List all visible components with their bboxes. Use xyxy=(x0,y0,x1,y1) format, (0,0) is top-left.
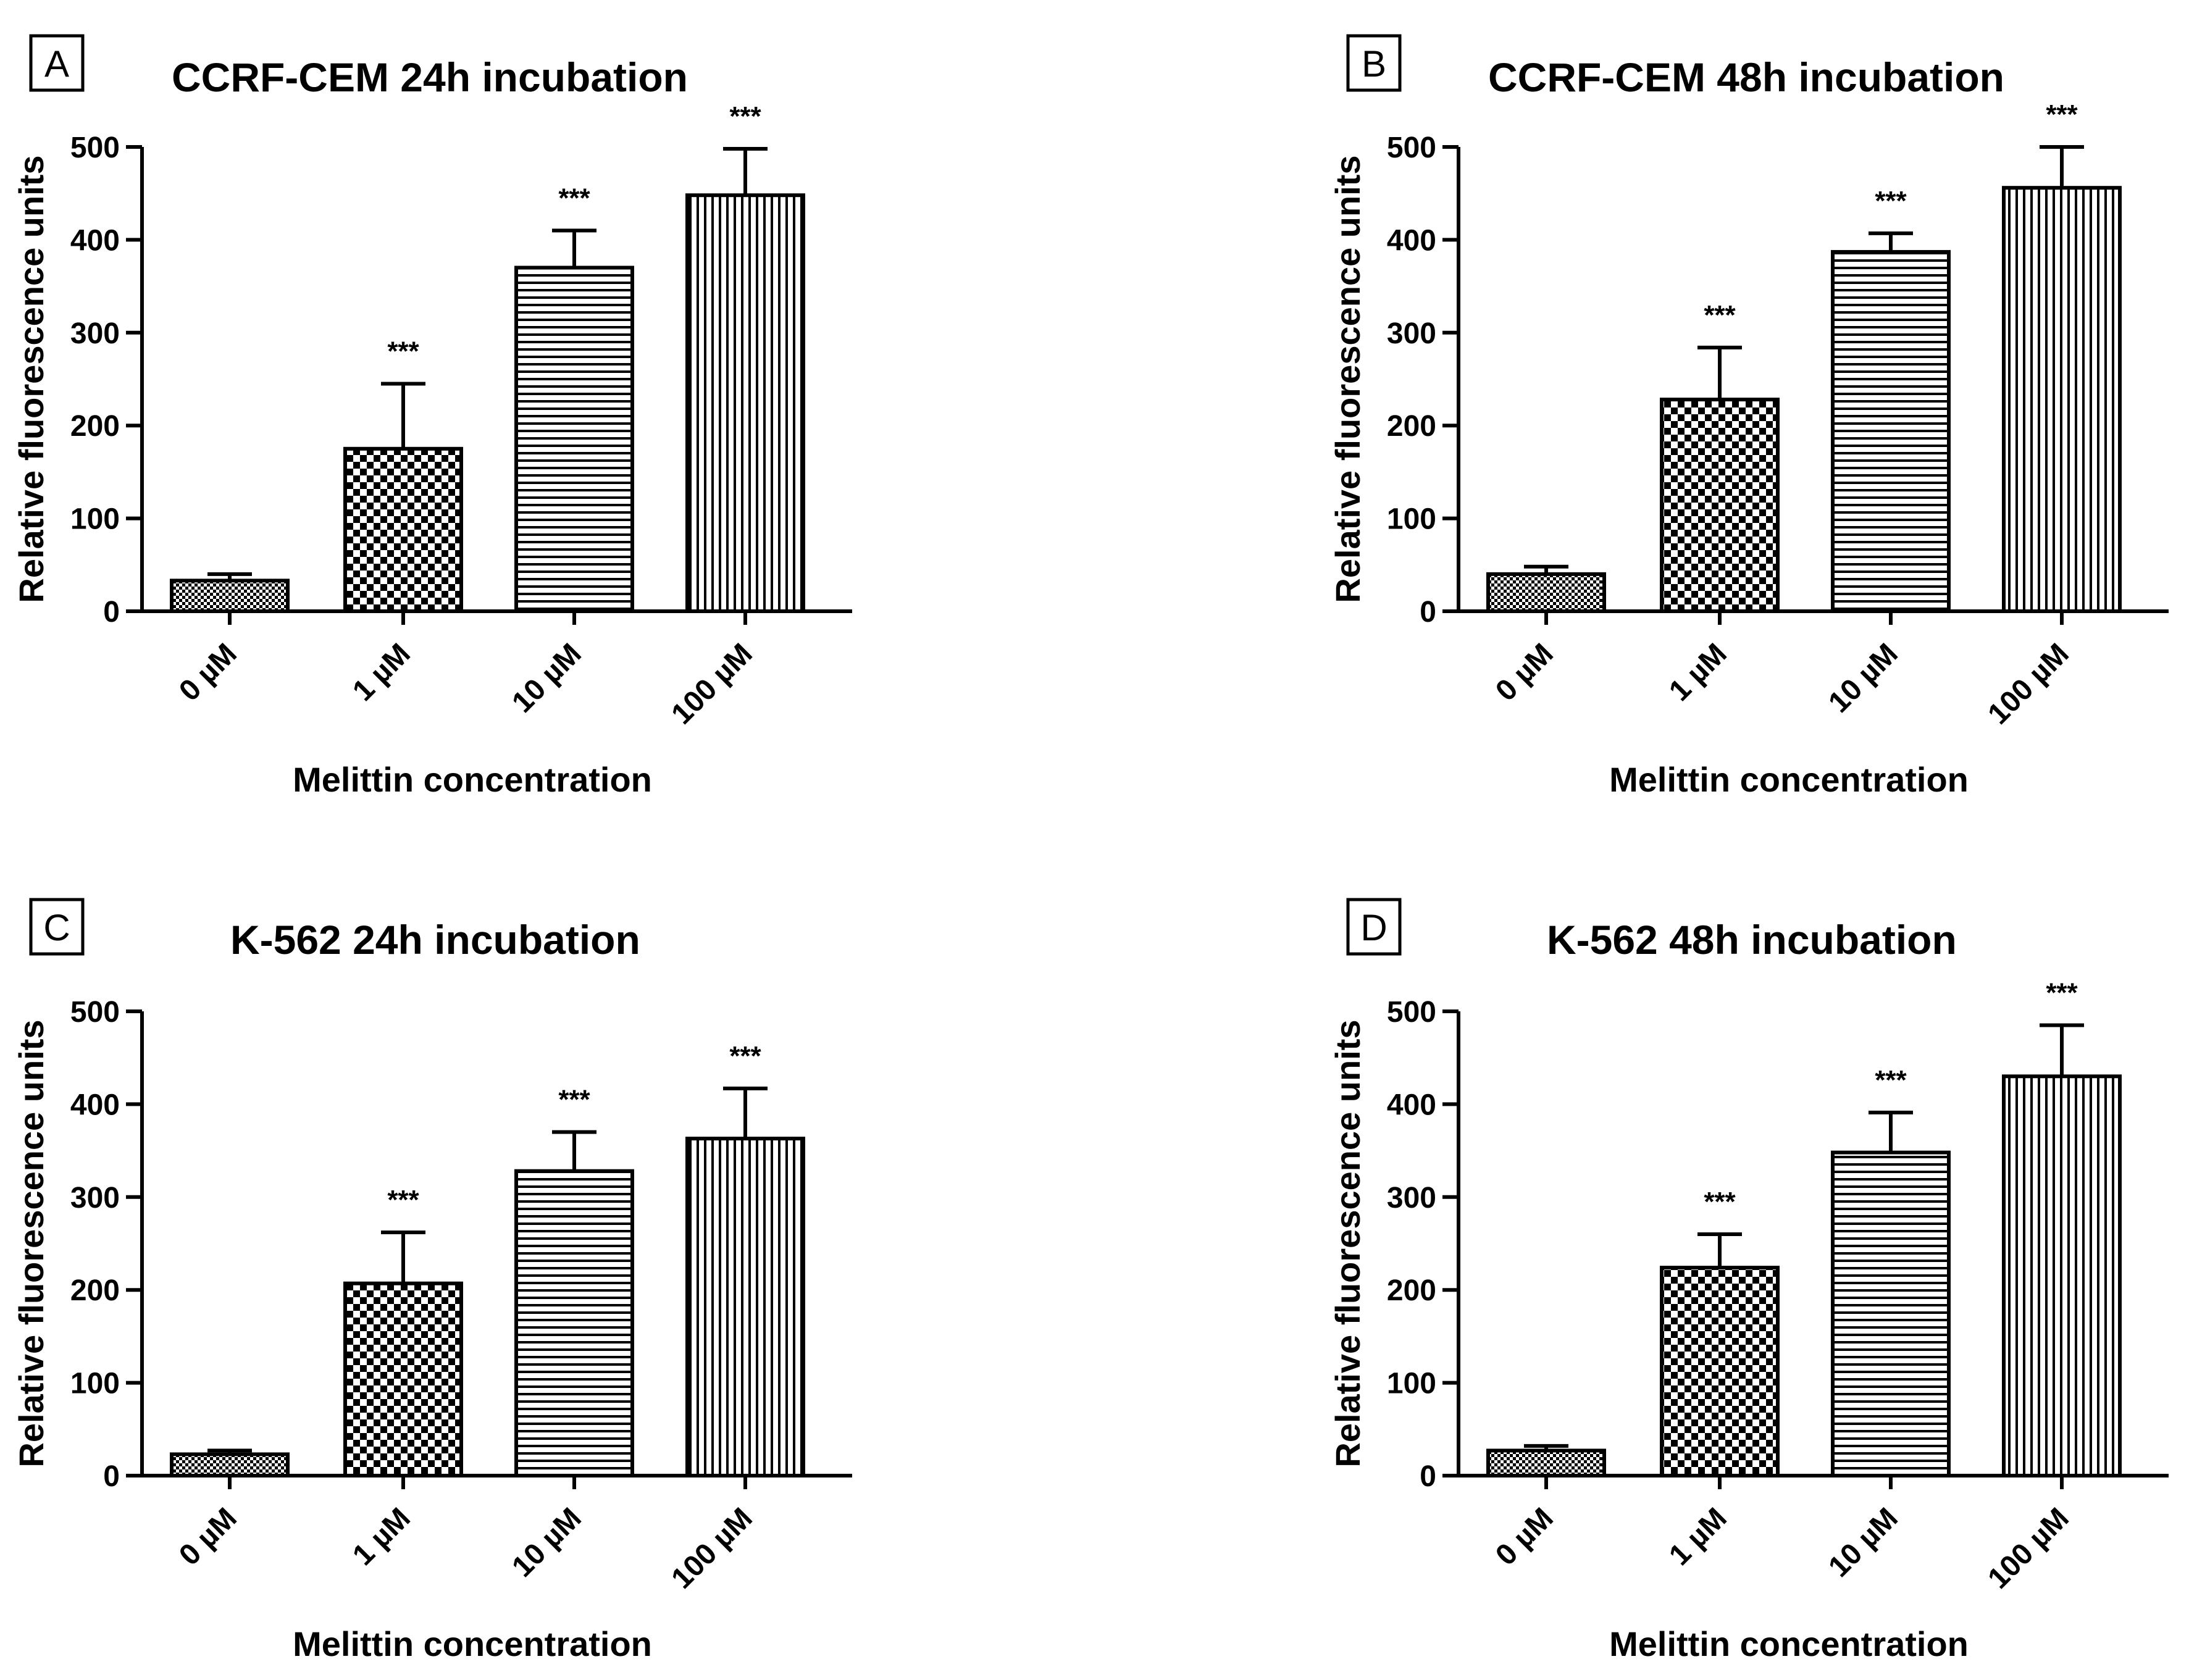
bar xyxy=(685,1137,805,1477)
y-tick-label: 0 xyxy=(103,596,120,629)
panel-letter: D xyxy=(1360,907,1387,948)
x-tick-label: 1 µM xyxy=(1663,637,1733,708)
panel-letter: B xyxy=(1362,43,1386,85)
significance-label: *** xyxy=(729,101,761,132)
y-axis-title: Relative fluorescence units xyxy=(1328,1019,1367,1467)
y-tick-label: 200 xyxy=(1387,410,1436,443)
significance-label: *** xyxy=(1875,1065,1907,1095)
chart-title: CCRF-CEM 48h incubation xyxy=(1488,54,2004,100)
chart-title: K-562 24h incubation xyxy=(230,917,640,963)
panel-letter-box xyxy=(1346,34,1402,92)
y-tick-label: 300 xyxy=(1387,1182,1436,1214)
y-tick-label: 400 xyxy=(70,1089,120,1121)
y-tick-label: 300 xyxy=(1387,317,1436,350)
x-tick-label: 100 µM xyxy=(1982,1502,2075,1595)
y-tick-label: 200 xyxy=(70,410,120,443)
x-tick-label: 1 µM xyxy=(1663,1502,1733,1572)
bar xyxy=(2002,1074,2122,1477)
chart-panel-d: D K-562 48h incubation 0 100 200 300 400 500 Rel… xyxy=(1328,898,2169,1663)
panel-letter-box xyxy=(29,34,85,92)
x-tick-label: 100 µM xyxy=(665,1502,758,1595)
chart-panel-b: B CCRF-CEM 48h incubation 0 100 200 300 400 500… xyxy=(1328,34,2169,799)
panel-letter-box xyxy=(1346,898,1402,956)
bar xyxy=(1831,1150,1951,1478)
bar xyxy=(1486,1448,1606,1478)
panel-letter: C xyxy=(43,907,70,948)
y-tick-label: 200 xyxy=(1387,1274,1436,1307)
y-tick-label: 500 xyxy=(70,996,120,1029)
y-tick-label: 200 xyxy=(70,1274,120,1307)
y-tick-label: 0 xyxy=(1420,596,1436,629)
bar xyxy=(170,1452,290,1477)
bar xyxy=(514,265,634,613)
y-tick-label: 100 xyxy=(70,1368,120,1400)
chart-panel-c: C K-562 24h incubation 0 100 200 300 400 500 Rel… xyxy=(12,898,852,1663)
bar xyxy=(2002,186,2122,613)
y-tick-label: 0 xyxy=(103,1460,120,1493)
bar xyxy=(343,1281,463,1478)
x-axis-title: Melittin concentration xyxy=(1609,760,1969,799)
y-tick-label: 500 xyxy=(1387,132,1436,164)
y-tick-label: 400 xyxy=(1387,224,1436,257)
chart-title: CCRF-CEM 24h incubation xyxy=(172,54,688,100)
panel-letter-box xyxy=(29,898,85,956)
significance-label: *** xyxy=(558,1085,590,1115)
x-tick-label: 1 µM xyxy=(346,1502,417,1572)
significance-label: *** xyxy=(2046,99,2078,130)
x-tick-label: 10 µM xyxy=(1822,1502,1904,1583)
significance-label: *** xyxy=(387,336,419,367)
x-tick-label: 0 µM xyxy=(1489,1502,1560,1572)
y-tick-label: 0 xyxy=(1420,1460,1436,1493)
y-axis-title: Relative fluorescence units xyxy=(12,1019,51,1467)
x-axis-title: Melittin concentration xyxy=(293,760,652,799)
y-tick-label: 100 xyxy=(70,503,120,536)
significance-label: *** xyxy=(558,183,590,213)
x-tick-label: 10 µM xyxy=(506,1502,587,1583)
bar xyxy=(685,193,805,613)
y-tick-label: 400 xyxy=(70,224,120,257)
significance-label: *** xyxy=(1704,300,1736,330)
x-tick-label: 0 µM xyxy=(173,637,243,708)
bar xyxy=(1486,572,1606,614)
x-tick-label: 10 µM xyxy=(1822,637,1904,719)
chart-panel-a: A CCRF-CEM 24h incubation 0 100 200 300 400 500… xyxy=(12,34,852,799)
y-tick-label: 500 xyxy=(70,132,120,164)
significance-label: *** xyxy=(1875,186,1907,216)
bar xyxy=(343,446,463,613)
y-tick-label: 100 xyxy=(1387,1368,1436,1400)
bar xyxy=(170,579,290,613)
y-tick-label: 500 xyxy=(1387,996,1436,1029)
x-tick-label: 100 µM xyxy=(1982,637,2075,730)
x-tick-label: 0 µM xyxy=(173,1502,243,1572)
bar xyxy=(1660,1266,1780,1477)
significance-label: *** xyxy=(387,1185,419,1215)
y-tick-label: 400 xyxy=(1387,1089,1436,1121)
bar xyxy=(1831,249,1951,613)
y-tick-label: 100 xyxy=(1387,503,1436,536)
x-axis-title: Melittin concentration xyxy=(293,1624,652,1663)
y-axis-title: Relative fluorescence units xyxy=(1328,155,1367,603)
y-tick-label: 300 xyxy=(70,317,120,350)
x-tick-label: 100 µM xyxy=(665,637,758,730)
bar xyxy=(1660,398,1780,613)
y-axis-title: Relative fluorescence units xyxy=(12,155,51,603)
x-tick-label: 0 µM xyxy=(1489,637,1560,708)
panel-letter: A xyxy=(44,43,69,85)
significance-label: *** xyxy=(729,1041,761,1071)
x-axis-title: Melittin concentration xyxy=(1609,1624,1969,1663)
significance-label: *** xyxy=(1704,1187,1736,1217)
chart-title: K-562 48h incubation xyxy=(1547,917,1957,963)
y-tick-label: 300 xyxy=(70,1182,120,1214)
x-tick-label: 10 µM xyxy=(506,637,587,719)
x-tick-label: 1 µM xyxy=(346,637,417,708)
bar xyxy=(514,1169,634,1477)
significance-label: *** xyxy=(2046,978,2078,1008)
